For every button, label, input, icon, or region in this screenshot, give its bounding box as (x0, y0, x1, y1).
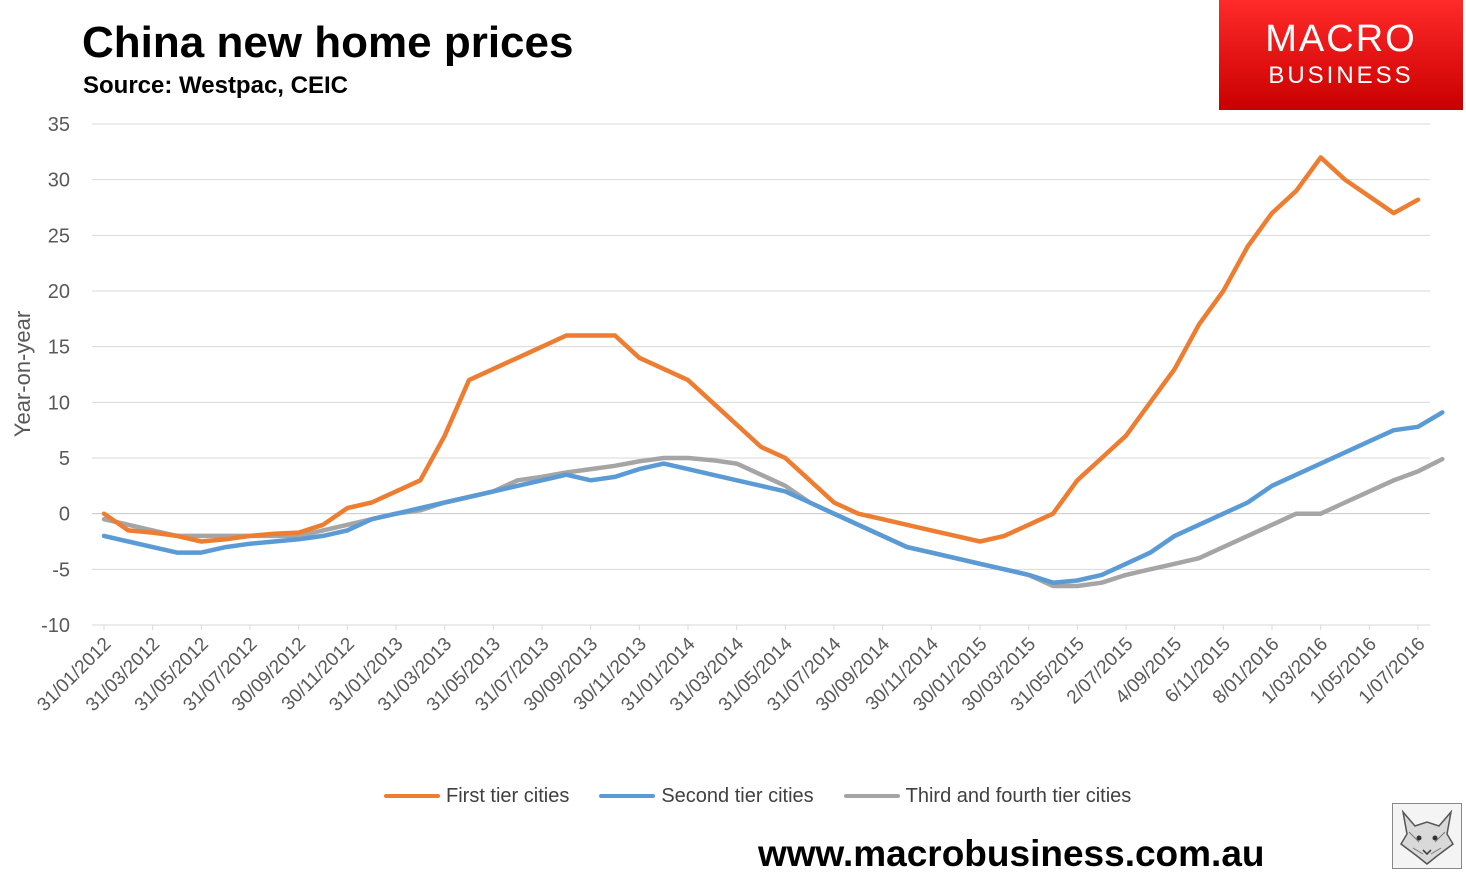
brand-logo-line1: MACRO (1265, 18, 1417, 60)
y-axis-ticks: 35 30 25 20 15 10 5 0 -5 -10 (41, 114, 70, 637)
series-line-second-tier (101, 410, 1445, 585)
chart-title: China new home prices (82, 18, 574, 67)
brand-logo-line2: BUSINESS (1268, 62, 1414, 89)
series-line-third-fourth-tier (101, 455, 1445, 589)
y-tick-label: 5 (59, 448, 70, 470)
legend-item-first-tier: First tier cities (384, 785, 569, 808)
y-tick-label: -10 (41, 615, 70, 637)
series-line-first-tier (101, 155, 1421, 544)
legend-label: Third and fourth tier cities (905, 784, 1132, 807)
y-tick-label: 25 (48, 225, 70, 247)
chart-subtitle: Source: Westpac, CEIC (83, 72, 348, 99)
x-axis-ticks: 31/01/201231/03/201231/05/201231/07/2012… (33, 625, 1430, 716)
legend-swatch (599, 794, 656, 798)
fox-icon (1392, 803, 1462, 869)
series-lines (101, 155, 1445, 589)
y-tick-label: 35 (48, 114, 70, 136)
y-tick-label: 20 (48, 281, 70, 303)
legend-swatch (384, 794, 440, 798)
legend-swatch (843, 794, 900, 798)
y-tick-label: -5 (52, 559, 70, 581)
legend-label: Second tier cities (661, 784, 814, 807)
legend-item-third-fourth-tier: Third and fourth tier cities (843, 784, 1132, 808)
legend-item-second-tier: Second tier cities (599, 784, 814, 808)
gridlines (92, 123, 1430, 626)
website-url[interactable]: www.macrobusiness.com.au (758, 833, 1265, 874)
legend-label: First tier cities (446, 784, 570, 807)
y-tick-label: 10 (48, 392, 70, 414)
legend: First tier cities Second tier cities Thi… (384, 782, 1161, 810)
y-tick-label: 30 (48, 170, 70, 192)
y-tick-label: 15 (48, 337, 70, 359)
y-axis-label: Year-on-year (10, 311, 35, 437)
y-tick-label: 0 (59, 504, 70, 526)
brand-logo: MACRO BUSINESS (1219, 0, 1463, 110)
